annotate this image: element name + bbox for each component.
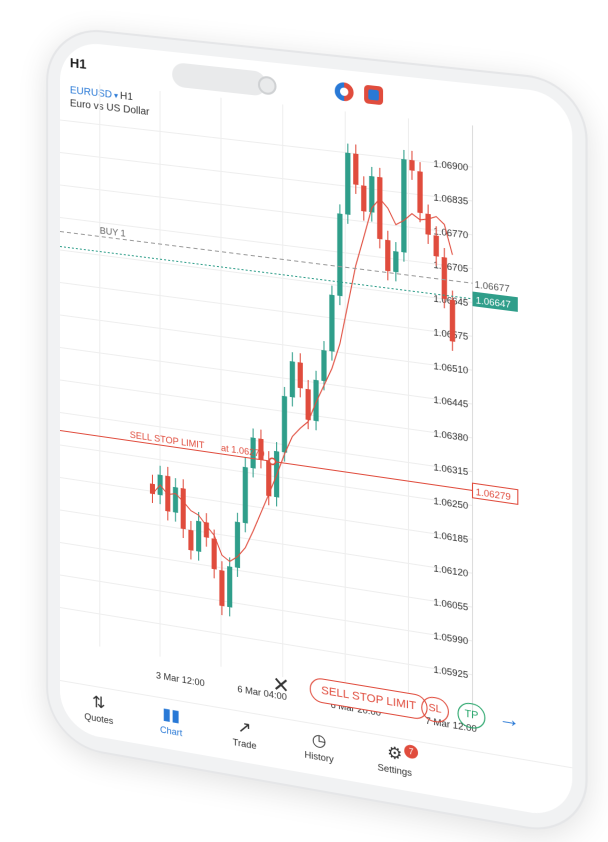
- price-tick-label: 1.06445: [433, 395, 468, 410]
- take-profit-button[interactable]: TP: [457, 701, 485, 731]
- candle-body: [377, 177, 382, 240]
- price-tick-label: 1.06705: [433, 260, 468, 275]
- candle-body: [212, 538, 217, 569]
- candle-body: [434, 235, 439, 256]
- tab-settings[interactable]: ⚙ Settings 7: [358, 738, 432, 782]
- candle-body: [337, 213, 342, 296]
- price-tick-label: 1.05990: [433, 631, 468, 647]
- candle-body: [385, 240, 390, 272]
- candle-body: [306, 389, 311, 420]
- price-tick-label: 1.06835: [433, 192, 468, 206]
- buy-order-line: [60, 232, 473, 284]
- candle-body: [219, 570, 224, 606]
- candle-body: [450, 300, 455, 342]
- time-tick-label: 3 Mar 12:00: [156, 670, 205, 688]
- candle-body: [196, 521, 201, 552]
- candle-body: [353, 153, 358, 184]
- candle-body: [181, 488, 186, 529]
- price-tick-label: 1.06120: [433, 563, 468, 579]
- tab-history[interactable]: ◷ History: [283, 725, 356, 768]
- app-screen: H1 EURUSD ▾ H1 Euro vs US Dollar 1.06900 1.…: [60, 40, 572, 820]
- screen-wrapper: H1 EURUSD ▾ H1 Euro vs US Dollar 1.06900 1.…: [60, 40, 603, 836]
- price-tick-label: 1.06510: [433, 361, 468, 376]
- price-tick-label: 1.05925: [433, 664, 468, 680]
- price-tick-label: 1.06185: [433, 529, 468, 545]
- grid-line-horizontal: [60, 250, 473, 302]
- price-chart[interactable]: 1.069001.068351.067701.067051.066451.065…: [60, 80, 572, 767]
- candle-body: [345, 153, 350, 215]
- grid-line-horizontal: [60, 510, 473, 573]
- grid-line-horizontal: [60, 380, 473, 438]
- grid-line-horizontal: [60, 315, 473, 370]
- candle-body: [243, 467, 248, 524]
- candle-body: [204, 522, 209, 538]
- tab-chart[interactable]: ▮▮ Chart: [136, 700, 207, 743]
- candle-body: [425, 214, 430, 235]
- price-tick-label: 1.06315: [433, 462, 468, 477]
- candle-body: [393, 251, 398, 272]
- sell-stop-limit-label: SELL STOP LIMIT: [130, 430, 205, 451]
- candle-body: [290, 361, 295, 398]
- grid-line-horizontal: [60, 348, 473, 405]
- candle-body: [442, 257, 447, 299]
- timeframe-button[interactable]: H1: [70, 55, 87, 72]
- phone-mockup: H1 EURUSD ▾ H1 Euro vs US Dollar 1.06900 1.…: [0, 0, 608, 792]
- candle-body: [321, 350, 326, 382]
- price-tick-label: 1.06900: [433, 158, 468, 172]
- candle-body: [361, 185, 366, 211]
- new-order-icon[interactable]: [364, 85, 383, 106]
- tab-trade[interactable]: ↗ Trade: [209, 712, 281, 755]
- grid-line-horizontal: [60, 608, 473, 675]
- stop-loss-button[interactable]: SL: [421, 695, 449, 725]
- sell-stop-limit-handle: [269, 458, 275, 465]
- candle-body: [329, 295, 334, 352]
- buy-price-label: 1.06677: [475, 279, 510, 294]
- candle-body: [235, 522, 240, 569]
- candle-body: [417, 171, 422, 213]
- candle-body: [188, 530, 193, 551]
- tab-quotes[interactable]: ⇅ Quotes: [64, 688, 134, 730]
- grid-line-horizontal: [60, 218, 473, 269]
- candle-body: [173, 487, 178, 513]
- candle-body: [298, 362, 303, 388]
- grid-line-horizontal: [60, 283, 473, 337]
- candle-body: [282, 396, 287, 453]
- arrow-right-icon[interactable]: →: [498, 707, 520, 735]
- price-tick-label: 1.06250: [433, 496, 468, 512]
- grid-line-horizontal: [60, 575, 473, 641]
- candle-body: [313, 380, 318, 422]
- close-icon[interactable]: ✕: [272, 671, 289, 699]
- price-tick-label: 1.06055: [433, 597, 468, 613]
- candle-body: [401, 159, 406, 253]
- grid-line-horizontal: [60, 543, 473, 608]
- candle-body: [165, 476, 170, 512]
- phone-notch: [172, 62, 266, 97]
- price-tick-label: 1.06380: [433, 428, 468, 443]
- candle-body: [369, 176, 374, 213]
- indicators-icon[interactable]: [335, 81, 354, 102]
- candle-body: [409, 160, 414, 171]
- candle-body: [227, 566, 232, 607]
